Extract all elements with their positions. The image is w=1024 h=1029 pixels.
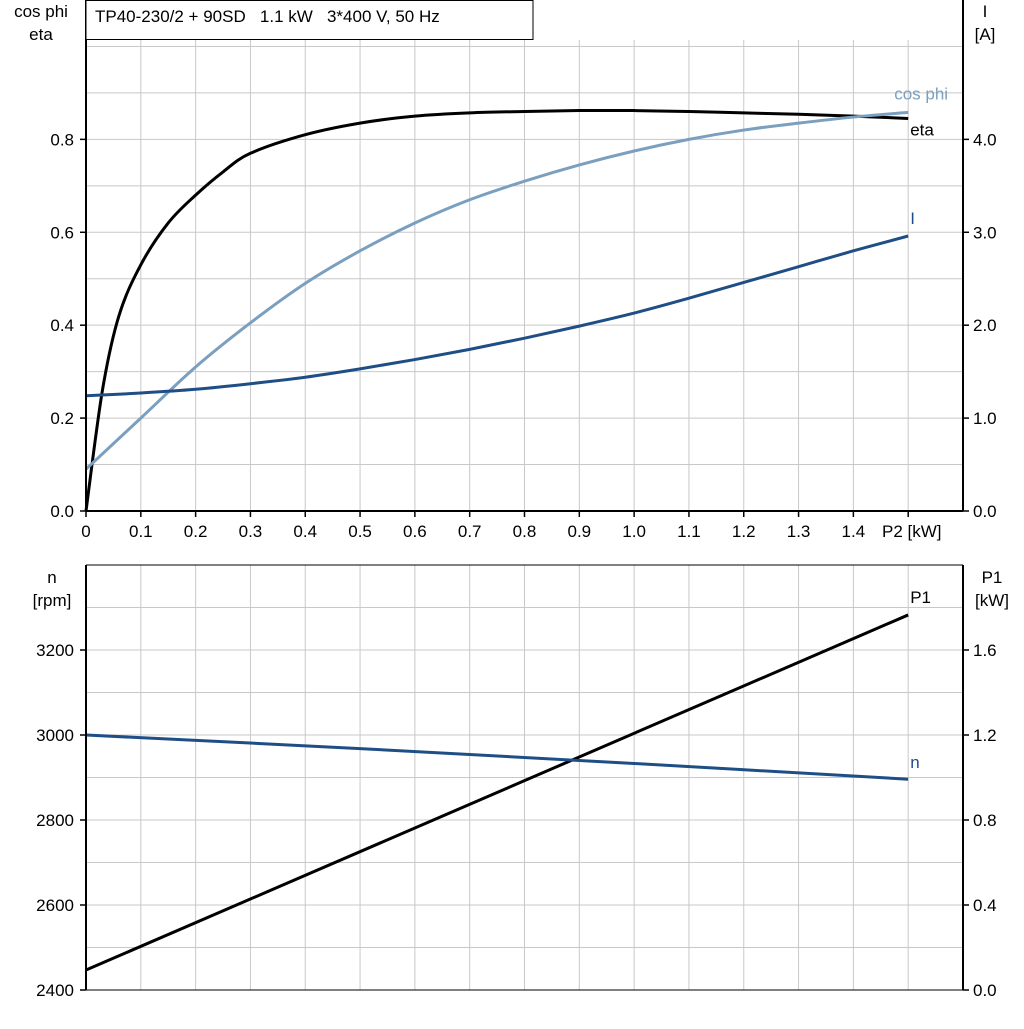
grid-top bbox=[86, 40, 963, 511]
right-y-tick-label: 0.0 bbox=[973, 502, 997, 521]
left-y-tick-label: 3000 bbox=[36, 726, 74, 745]
series-n-label: n bbox=[910, 753, 919, 772]
right-y-tick-label: 4.0 bbox=[973, 130, 997, 149]
bottom-right-axis-label-1: P1 bbox=[982, 568, 1003, 587]
left-y-tick-label: 2800 bbox=[36, 811, 74, 830]
left-y-tick-label: 0.6 bbox=[50, 223, 74, 242]
right-y-tick-label: 1.0 bbox=[973, 409, 997, 428]
x-tick-label: 0.3 bbox=[239, 522, 263, 541]
curves bbox=[84, 108, 909, 972]
series-P1-label: P1 bbox=[910, 588, 931, 607]
left-y-tick-label: 0.4 bbox=[50, 316, 74, 335]
top-right-axis-label-2: [A] bbox=[975, 25, 996, 44]
top-right-axis-label-1: I bbox=[983, 2, 988, 21]
right-y-tick-label: 0.4 bbox=[973, 896, 997, 915]
left-y-tick-label: 0.2 bbox=[50, 409, 74, 428]
left-y-tick-label: 0.0 bbox=[50, 502, 74, 521]
chart-title: TP40-230/2 + 90SD 1.1 kW 3*400 V, 50 Hz bbox=[95, 7, 440, 26]
bottom-right-axis-label-2: [kW] bbox=[975, 591, 1009, 610]
right-y-tick-label: 0.8 bbox=[973, 811, 997, 830]
bottom-left-axis-label-2: [rpm] bbox=[33, 591, 72, 610]
right-y-tick-label: 3.0 bbox=[973, 223, 997, 242]
left-y-tick-label: 0.8 bbox=[50, 130, 74, 149]
x-tick-label: 0.9 bbox=[567, 522, 591, 541]
x-tick-label: 0.8 bbox=[513, 522, 537, 541]
labels: 0 0.1 0.2 0.3 0.4 0.5 0.6 0.7 0.8 0.9 1.0 1.1 1.2 1.3… bbox=[36, 84, 996, 1000]
left-y-tick-label: 2600 bbox=[36, 896, 74, 915]
top-left-axis-label-2: eta bbox=[29, 25, 53, 44]
series-eta-label: eta bbox=[910, 120, 934, 139]
x-tick-label: 0.2 bbox=[184, 522, 208, 541]
x-axis-label: P2 [kW] bbox=[882, 522, 942, 541]
x-tick-label: 0.5 bbox=[348, 522, 372, 541]
series-cos-phi-line bbox=[84, 110, 909, 471]
x-tick-label: 0.6 bbox=[403, 522, 427, 541]
x-tick-label: 1.2 bbox=[732, 522, 756, 541]
top-left-axis-label-1: cos phi bbox=[14, 2, 68, 21]
x-tick-label: 0.7 bbox=[458, 522, 482, 541]
bottom-left-axis-label-1: n bbox=[47, 568, 56, 587]
x-tick-label: 0.1 bbox=[129, 522, 153, 541]
right-y-tick-label: 0.0 bbox=[973, 981, 997, 1000]
right-y-tick-label: 2.0 bbox=[973, 316, 997, 335]
axes bbox=[80, 0, 969, 991]
series-cos-phi-label: cos phi bbox=[894, 84, 948, 103]
title-box bbox=[85, 0, 534, 40]
right-y-tick-label: 1.6 bbox=[973, 641, 997, 660]
series-I-label: I bbox=[910, 209, 915, 228]
right-y-tick-label: 1.2 bbox=[973, 726, 997, 745]
series-P1-line bbox=[85, 613, 909, 972]
series-eta-line bbox=[84, 108, 909, 512]
left-y-tick-label: 2400 bbox=[36, 981, 74, 1000]
series-n-line bbox=[85, 733, 909, 781]
x-tick-label: 1.1 bbox=[677, 522, 701, 541]
left-y-tick-label: 3200 bbox=[36, 641, 74, 660]
series-I-line bbox=[85, 234, 909, 398]
x-tick-label: 0 bbox=[81, 522, 90, 541]
grid-bottom bbox=[86, 565, 963, 990]
x-tick-label: 1.3 bbox=[787, 522, 811, 541]
x-tick-label: 1.0 bbox=[622, 522, 646, 541]
x-tick-label: 0.4 bbox=[293, 522, 317, 541]
x-tick-label: 1.4 bbox=[842, 522, 866, 541]
